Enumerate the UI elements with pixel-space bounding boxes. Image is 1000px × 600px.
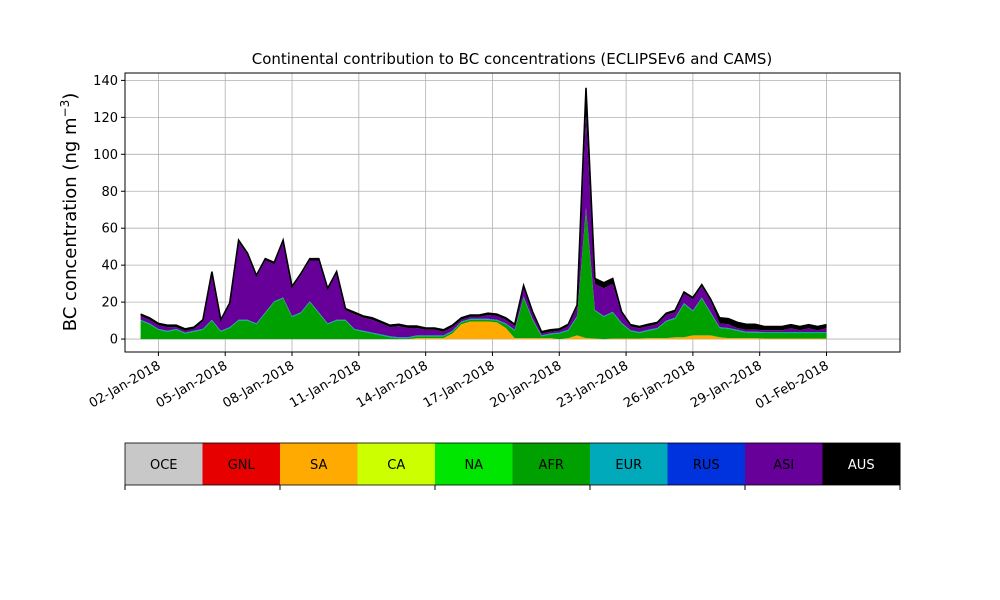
y-tick-label: 80 xyxy=(101,185,118,200)
x-tick-label: 05-Jan-2018 xyxy=(154,358,231,411)
plot-frame xyxy=(124,72,901,353)
legend-swatch-eur xyxy=(590,443,668,485)
legend-label-oce: OCE xyxy=(150,458,178,473)
legend-swatch-aus xyxy=(822,443,901,485)
legend-swatch-asi xyxy=(745,443,823,485)
x-tick-label: 20-Jan-2018 xyxy=(488,358,565,411)
legend-swatch-ca xyxy=(357,443,436,485)
y-tick-label: 100 xyxy=(93,148,118,163)
y-axis: 0 20 40 60 80 100 120 140 xyxy=(93,74,125,348)
y-axis-label-main: BC concentration (ng m xyxy=(60,117,81,331)
grid xyxy=(125,73,900,352)
legend-swatch-oce xyxy=(125,443,203,485)
y-tick-label: 120 xyxy=(93,111,118,126)
legend-label-afr: AFR xyxy=(539,458,564,473)
legend-label-aus: AUS xyxy=(848,458,875,473)
y-tick-label: 0 xyxy=(110,333,118,348)
y-tick-label: 40 xyxy=(101,259,118,274)
x-tick-label: 17-Jan-2018 xyxy=(421,358,498,411)
legend-label-gnl: GNL xyxy=(228,458,256,473)
chart-title: Continental contribution to BC concentra… xyxy=(252,50,773,68)
total-line xyxy=(140,87,827,333)
area-asi xyxy=(140,115,827,338)
legend-label-na: NA xyxy=(464,458,483,473)
y-axis-label-close: ) xyxy=(60,93,81,100)
y-tick-label: 140 xyxy=(93,74,118,89)
x-tick-label: 01-Feb-2018 xyxy=(753,358,832,412)
y-axis-label-exponent: −3 xyxy=(58,100,72,118)
y-tick-label: 60 xyxy=(101,222,118,237)
y-tick-label: 20 xyxy=(101,296,118,311)
region-colorbar-legend: OCE GNL SA CA NA AFR EUR RUS ASI AUS xyxy=(124,442,901,490)
x-tick-label: 11-Jan-2018 xyxy=(287,358,364,411)
stacked-areas xyxy=(140,87,827,340)
legend-label-eur: EUR xyxy=(615,458,642,473)
legend-label-sa: SA xyxy=(310,458,327,473)
legend-swatch-na xyxy=(435,443,513,485)
x-tick-label: 26-Jan-2018 xyxy=(621,358,698,411)
x-tick-label: 23-Jan-2018 xyxy=(554,358,631,411)
legend-swatch-sa xyxy=(280,443,358,485)
legend-label-asi: ASI xyxy=(773,458,794,473)
x-tick-label: 29-Jan-2018 xyxy=(688,358,765,411)
area-sa xyxy=(140,321,827,340)
legend-swatch-afr xyxy=(512,443,591,485)
area-afr xyxy=(140,208,827,340)
x-axis: 02-Jan-201805-Jan-201808-Jan-201811-Jan-… xyxy=(87,352,832,412)
x-tick-label: 08-Jan-2018 xyxy=(220,358,297,411)
x-tick-label: 14-Jan-2018 xyxy=(354,358,431,411)
legend-swatch-rus xyxy=(667,443,746,485)
y-axis-label: BC concentration (ng m−3) xyxy=(58,93,81,332)
legend-swatch-gnl xyxy=(202,443,281,485)
legend-frame xyxy=(124,442,901,486)
x-tick-label: 02-Jan-2018 xyxy=(87,358,164,411)
legend-label-ca: CA xyxy=(387,458,405,473)
legend-label-rus: RUS xyxy=(693,458,720,473)
